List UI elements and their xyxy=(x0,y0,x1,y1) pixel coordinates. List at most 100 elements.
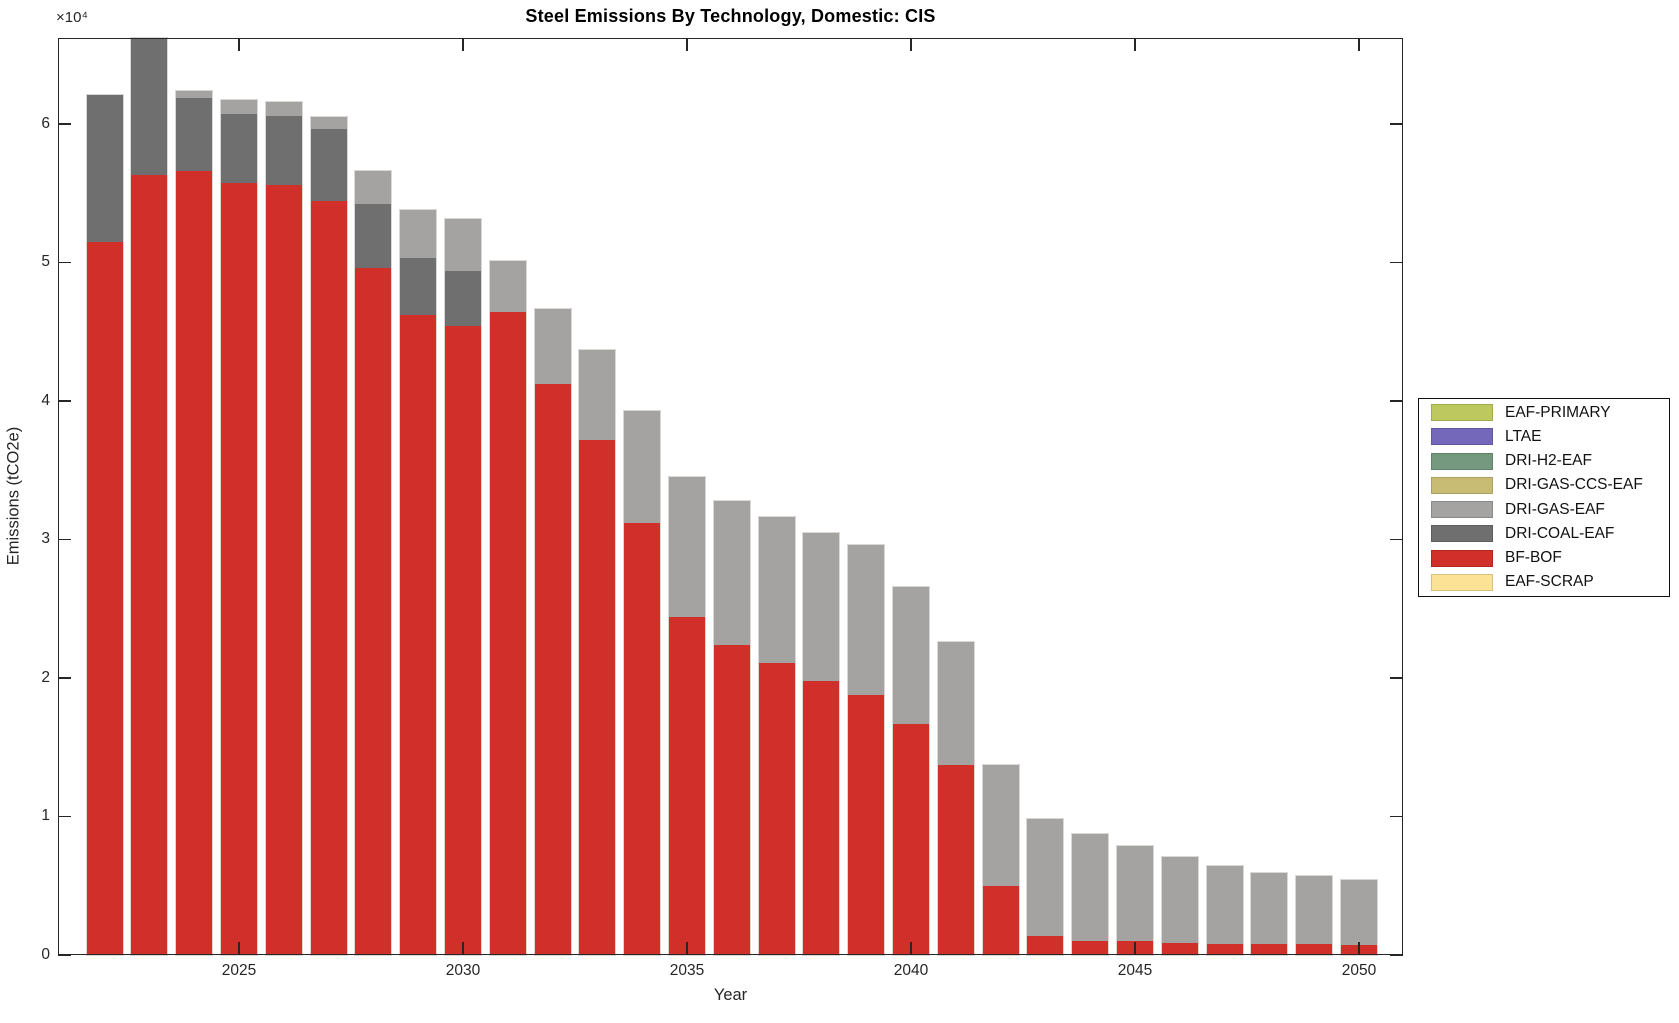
bar-segment xyxy=(221,100,257,114)
bar-2028 xyxy=(354,170,393,956)
bar-2033 xyxy=(578,349,617,956)
bar-segment xyxy=(579,350,616,440)
bar-segment xyxy=(1161,857,1198,943)
bar-segment xyxy=(489,312,526,955)
y-tick-mirror xyxy=(1390,123,1403,125)
bar-segment xyxy=(355,204,392,268)
x-tick-label: 2025 xyxy=(221,962,257,979)
bar-segment xyxy=(982,886,1019,955)
bar-segment xyxy=(534,384,571,955)
bar-segment xyxy=(176,171,213,955)
legend-swatch-ltae xyxy=(1431,428,1493,446)
bar-2040 xyxy=(892,586,930,956)
legend-item-eaf-primary: EAF-PRIMARY xyxy=(1419,402,1669,423)
x-tick-mirror xyxy=(238,38,240,51)
bar-segment xyxy=(310,117,347,129)
y-axis-label: Emissions (tCO2e) xyxy=(4,426,23,566)
bar-segment xyxy=(1072,941,1109,955)
bar-segment xyxy=(221,183,257,955)
bar-segment xyxy=(1296,876,1333,944)
bar-2036 xyxy=(712,500,751,956)
bar-2032 xyxy=(533,308,572,956)
bar-segment xyxy=(400,210,437,258)
legend-swatch-dri-coal-eaf xyxy=(1431,525,1493,543)
y-tick xyxy=(58,677,71,679)
bar-segment xyxy=(848,545,885,695)
bar-segment xyxy=(445,219,481,271)
x-tick xyxy=(462,942,464,955)
bar-segment xyxy=(669,617,705,955)
legend-item-dri-gas-ccs-eaf: DRI-GAS-CCS-EAF xyxy=(1419,475,1669,496)
bar-segment xyxy=(803,681,840,955)
y-tick-mirror xyxy=(1390,677,1403,679)
x-tick-label: 2045 xyxy=(1117,962,1153,979)
bar-segment xyxy=(893,587,929,724)
y-tick-mirror xyxy=(1390,815,1403,818)
bar-segment xyxy=(86,242,123,955)
bar-segment xyxy=(1296,944,1333,955)
bar-2044 xyxy=(1071,833,1110,956)
bar-segment xyxy=(1341,880,1377,945)
y-tick-label: 1 xyxy=(41,807,50,825)
legend-item-ltae: LTAE xyxy=(1419,426,1669,447)
x-axis-label: Year xyxy=(713,986,748,1004)
bar-segment xyxy=(131,175,168,955)
bar-2047 xyxy=(1205,865,1244,956)
legend-swatch-dri-gas-eaf xyxy=(1431,501,1493,519)
bar-segment xyxy=(221,114,257,183)
x-tick-mirror xyxy=(462,38,464,51)
x-tick-mirror xyxy=(1134,38,1136,51)
bar-segment xyxy=(848,695,885,955)
bar-segment xyxy=(265,116,302,185)
x-tick xyxy=(1134,942,1136,955)
bar-2035 xyxy=(668,476,706,956)
bar-segment xyxy=(445,271,481,326)
bar-2043 xyxy=(1026,818,1065,956)
bar-2038 xyxy=(802,532,841,956)
bar-2046 xyxy=(1160,856,1199,956)
bar-segment xyxy=(758,663,795,955)
legend-label: EAF-PRIMARY xyxy=(1505,403,1611,421)
bar-segment xyxy=(310,129,347,201)
legend-label: DRI-GAS-CCS-EAF xyxy=(1505,476,1643,494)
bar-segment xyxy=(1251,873,1288,944)
legend-item-dri-gas-eaf: DRI-GAS-EAF xyxy=(1419,499,1669,520)
bar-2031 xyxy=(488,260,527,956)
bar-2026 xyxy=(264,101,303,956)
legend-label: DRI-GAS-EAF xyxy=(1505,500,1605,518)
bar-2023 xyxy=(130,37,169,956)
bar-2049 xyxy=(1295,875,1334,956)
bar-segment xyxy=(1117,846,1153,941)
bar-segment xyxy=(758,517,795,663)
bar-segment xyxy=(669,477,705,617)
bar-2029 xyxy=(399,209,438,956)
bar-segment xyxy=(713,501,750,645)
bar-segment xyxy=(86,95,123,242)
legend-item-bf-bof: BF-BOF xyxy=(1419,548,1669,569)
bar-segment xyxy=(624,411,661,523)
bar-segment xyxy=(310,201,347,955)
x-tick-label: 2040 xyxy=(893,962,929,979)
legend-swatch-dri-gas-ccs-eaf xyxy=(1431,476,1493,494)
x-tick-mirror xyxy=(910,38,912,51)
x-tick xyxy=(238,942,240,955)
x-tick-mirror xyxy=(686,38,688,51)
bar-segment xyxy=(489,261,526,312)
y-tick-label: 5 xyxy=(41,253,50,271)
bar-2041 xyxy=(936,641,975,956)
bar-2048 xyxy=(1250,872,1289,956)
y-tick xyxy=(58,815,71,818)
legend-label: DRI-H2-EAF xyxy=(1505,452,1592,470)
bar-2037 xyxy=(757,516,796,956)
bar-segment xyxy=(624,523,661,955)
y-tick-mirror xyxy=(1390,261,1403,264)
bar-segment xyxy=(355,171,392,204)
y-tick xyxy=(58,261,71,264)
y-tick-label: 3 xyxy=(41,530,50,548)
y-tick-label: 6 xyxy=(41,114,50,132)
y-tick-label: 0 xyxy=(41,946,50,963)
y-tick-mirror xyxy=(1390,538,1403,541)
legend-swatch-eaf-primary xyxy=(1431,404,1493,422)
plot-area xyxy=(58,37,1403,956)
